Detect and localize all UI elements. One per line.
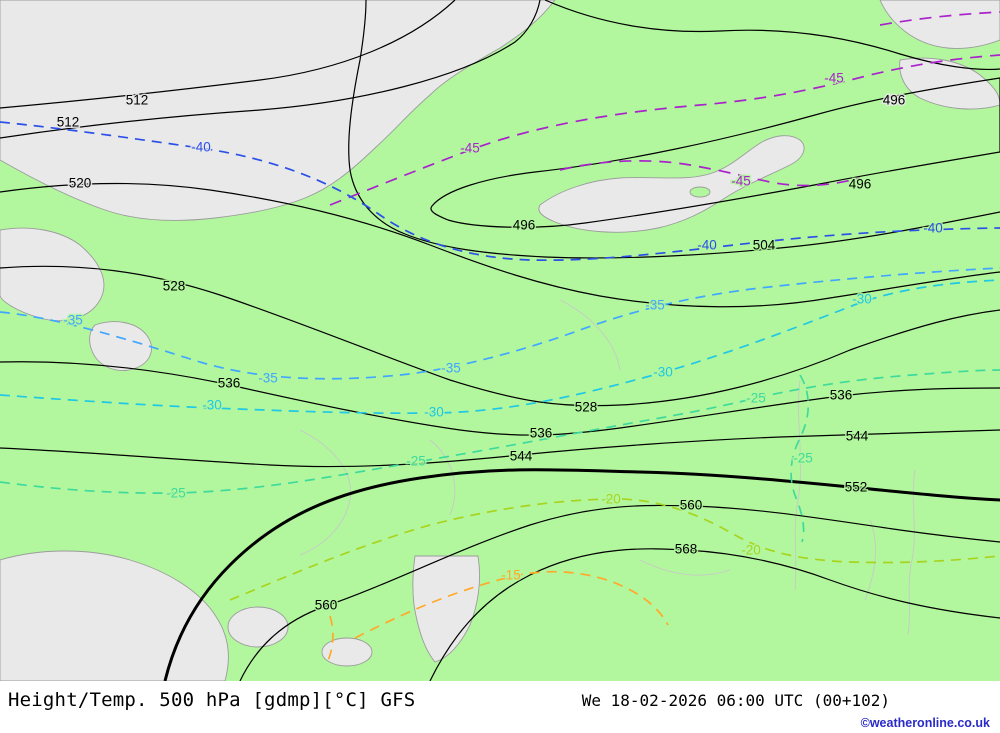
- copyright-link[interactable]: ©weatheronline.co.uk: [860, 716, 990, 730]
- contour-label: 528: [163, 279, 186, 294]
- height-contour-512-b: [0, 0, 541, 139]
- temp-contour--25: [0, 369, 1000, 494]
- temp-contour--15: [354, 570, 669, 639]
- sea-white-sea: [899, 57, 1000, 110]
- sea-north-sea-patch: [0, 227, 105, 322]
- sea-topright-corner: [879, 0, 1000, 49]
- contour-label: -35: [258, 371, 278, 386]
- sea-blob-2: [321, 637, 373, 667]
- sea-layer: [0, 0, 1000, 681]
- contour-label: -45: [824, 71, 844, 86]
- contour-label: -35: [645, 298, 665, 313]
- height-contour-528: [0, 265, 1000, 407]
- temp-contour--45: [329, 54, 1000, 206]
- footer-bar: Height/Temp. 500 hPa [gdmp][°C] GFS We 1…: [0, 681, 1000, 733]
- height-contour-536: [0, 361, 1000, 436]
- border-line: [639, 559, 731, 576]
- temp-contour--30: [0, 279, 1000, 415]
- contour-label: -15: [501, 568, 521, 583]
- contour-label: 520: [69, 176, 92, 191]
- height-contour-560: [239, 504, 1000, 681]
- map-area: 512 512 520 528 536 496 504 496 496 528 536 536 544 5…: [0, 0, 1000, 681]
- contour-label: 536: [530, 426, 553, 441]
- height-contour-488-north: [544, 0, 1000, 70]
- valid-datetime: We 18-02-2026 06:00 UTC (00+102): [581, 691, 890, 710]
- contour-label: -20: [601, 492, 621, 507]
- footer-row: Height/Temp. 500 hPa [gdmp][°C] GFS We 1…: [0, 681, 1000, 711]
- contour-label: -35: [441, 361, 461, 376]
- temp-contour--45-c: [879, 11, 1000, 26]
- contour-label: -30: [424, 405, 444, 420]
- contour-label: -25: [166, 486, 186, 501]
- river-line: [794, 379, 802, 591]
- contour-label: -20: [741, 543, 761, 558]
- height-contour-568: [429, 548, 1000, 681]
- contour-label: 536: [218, 376, 241, 391]
- contour-label: -30: [653, 365, 673, 380]
- contour-label: 552: [845, 480, 868, 495]
- island-baltic: [689, 186, 711, 198]
- temp-contour--20: [229, 498, 1000, 601]
- contour-label: -30: [852, 292, 872, 307]
- contour-label: 544: [510, 449, 533, 464]
- contour-label: 496: [849, 177, 872, 192]
- contour-label: -45: [460, 141, 480, 156]
- contour-label: 536: [830, 388, 853, 403]
- contour-label: -35: [63, 313, 83, 328]
- contour-label: 560: [680, 498, 703, 513]
- border-line: [559, 299, 621, 371]
- contour-label: -25: [406, 454, 426, 469]
- contour-label: 512: [126, 93, 149, 108]
- border-layer: [299, 299, 916, 636]
- contour-label: -40: [923, 221, 943, 236]
- contour-label: 504: [753, 238, 776, 253]
- contour-label: -40: [191, 140, 211, 155]
- river-line: [907, 469, 916, 636]
- height-contour-544: [0, 429, 1000, 468]
- sea-baltic: [538, 135, 805, 233]
- contour-label: 544: [846, 429, 869, 444]
- chart-title: Height/Temp. 500 hPa [gdmp][°C] GFS: [8, 689, 416, 711]
- contour-label: 560: [315, 598, 338, 613]
- sea-adriatic-band: [412, 555, 480, 663]
- contour-label: -40: [697, 238, 717, 253]
- contour-label: 496: [883, 93, 906, 108]
- temp-contour--45-b: [559, 160, 861, 187]
- contour-label: -25: [746, 391, 766, 406]
- contour-label: 568: [675, 542, 698, 557]
- temp-contour--35: [0, 267, 1000, 380]
- temp-contour--25-b: [790, 374, 810, 543]
- contour-label: -25: [793, 451, 813, 466]
- height-contour-512-a: [0, 0, 456, 109]
- contour-label: 512: [57, 115, 80, 130]
- weather-map: 512 512 520 528 536 496 504 496 496 528 536 536 544 5…: [0, 0, 1000, 681]
- contour-label: -30: [202, 398, 222, 413]
- contour-label: 496: [513, 218, 536, 233]
- contour-label: 528: [575, 400, 598, 415]
- height-contour-520: [0, 182, 1000, 308]
- border-line: [299, 429, 352, 556]
- temp-contour--40: [0, 121, 1000, 262]
- temp-contours: [0, 11, 1000, 662]
- sea-bottomleft: [0, 550, 229, 681]
- sea-blob-1: [227, 606, 289, 648]
- contour-labels: 512 512 520 528 536 496 504 496 496 528 536 536 544 5…: [55, 69, 944, 614]
- border-line: [429, 439, 456, 516]
- height-contour-504: [348, 0, 1000, 259]
- height-contour-496-loop: [430, 77, 1000, 228]
- temp-contour--15-b: [327, 615, 334, 662]
- sea-norwegian: [0, 0, 556, 221]
- height-contour-552-thick: [163, 468, 1000, 681]
- contour-label: -45: [731, 174, 751, 189]
- height-contours: [0, 0, 1000, 681]
